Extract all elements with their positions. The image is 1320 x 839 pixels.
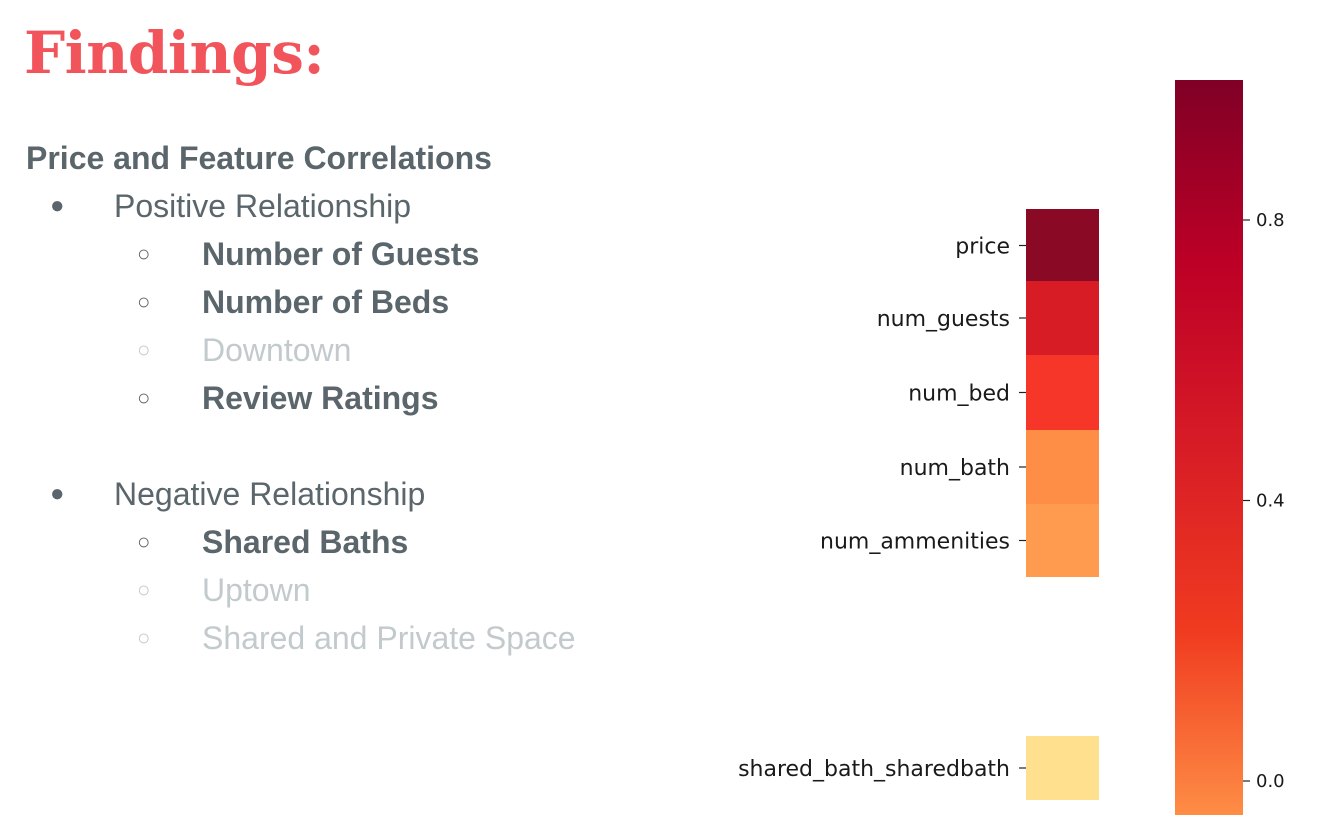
- colorbar-tick-label: 0.4: [1256, 491, 1285, 512]
- colorbar: [1175, 80, 1243, 815]
- row-label: num_bath: [900, 456, 1010, 481]
- row-label: shared_bath_sharedbath: [738, 757, 1010, 782]
- hollow-bullet-icon: ○: [137, 529, 151, 554]
- hollow-bullet-icon: ○: [137, 289, 151, 314]
- colorbar-tick-label: 0.8: [1256, 210, 1285, 231]
- heatmap-cell-num_ammenities: [1026, 504, 1099, 577]
- section-heading: Price and Feature Correlations: [26, 140, 492, 176]
- list-item-text: Downtown: [202, 332, 352, 368]
- heatmap-cell-num_bath: [1026, 430, 1099, 504]
- hollow-bullet-icon: ○: [137, 625, 151, 650]
- group-label: Positive Relationship: [114, 188, 412, 224]
- hollow-bullet-icon: ○: [137, 241, 151, 266]
- hollow-bullet-icon: ○: [137, 577, 151, 602]
- heatmap-cell-num_guests: [1026, 281, 1099, 355]
- list-item-text: Number of Beds: [202, 284, 450, 320]
- hollow-bullet-icon: ○: [137, 337, 151, 362]
- heatmap-cell-price: [1026, 209, 1099, 282]
- list-item-text: Shared Baths: [202, 524, 409, 560]
- list-item-text: Uptown: [202, 572, 311, 608]
- slide-title: Findings:: [24, 19, 325, 87]
- heatmap-cell-num_bed: [1026, 355, 1099, 430]
- row-label: num_bed: [908, 382, 1010, 407]
- row-label: num_ammenities: [820, 530, 1010, 555]
- list-item-text: Number of Guests: [202, 236, 480, 272]
- row-label: num_guests: [877, 307, 1010, 332]
- heatmap-cell-shared_bath_sharedbath: [1026, 736, 1099, 800]
- list-item-text: Shared and Private Space: [202, 620, 576, 656]
- filled-bullet-icon: ●: [50, 192, 65, 219]
- row-label: price: [955, 235, 1010, 260]
- group-label: Negative Relationship: [114, 476, 426, 512]
- colorbar-tick-label: 0.0: [1256, 771, 1285, 792]
- hollow-bullet-icon: ○: [137, 385, 151, 410]
- list-item-text: Review Ratings: [202, 380, 439, 416]
- filled-bullet-icon: ●: [50, 480, 65, 507]
